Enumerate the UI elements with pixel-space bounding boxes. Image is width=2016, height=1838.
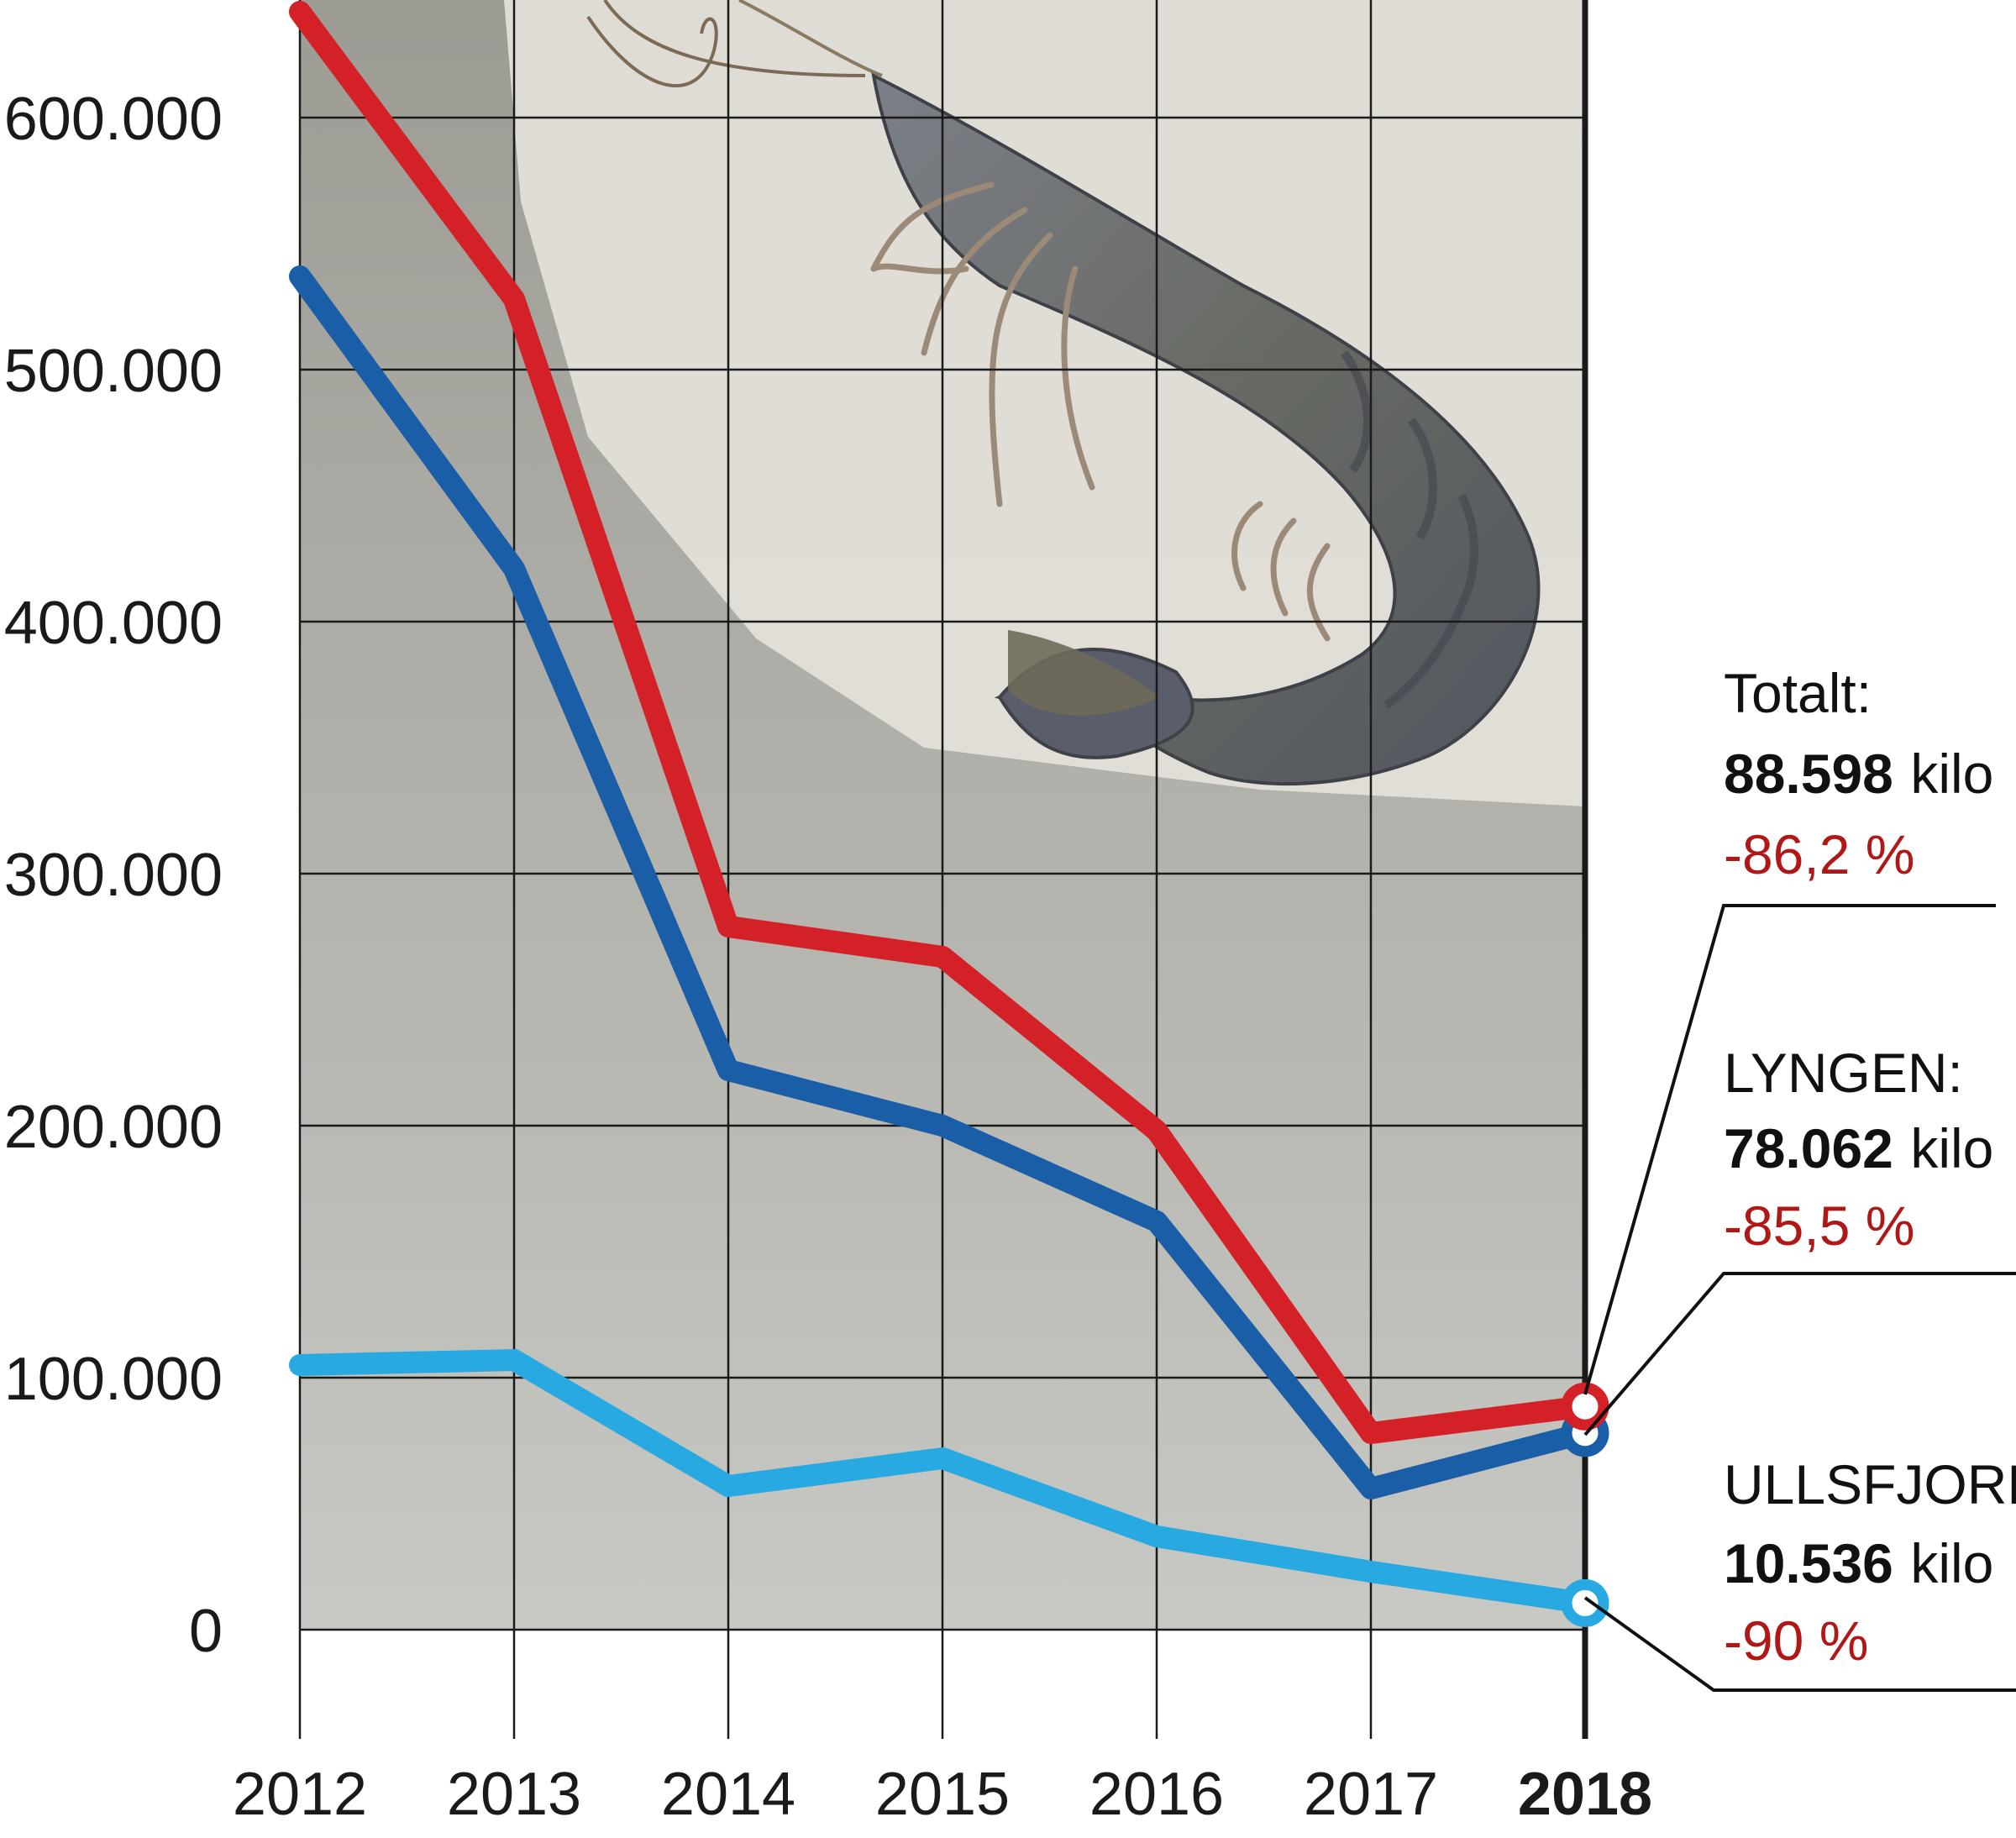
x-tick-label: 2015 — [875, 1761, 1010, 1828]
y-tick-label: 100.000 — [4, 1346, 223, 1413]
annotation-value: 78.062 — [1724, 1117, 1893, 1179]
series-lines — [289, 1, 1596, 1615]
series-line-lyngen — [289, 265, 1596, 1499]
leader-ullsfjord — [1583, 1596, 2016, 1692]
end-marker-ullsfjord — [1561, 1578, 1609, 1627]
y-tick-label: 0 — [189, 1598, 223, 1665]
annotation-pct: -90 % — [1724, 1610, 1868, 1672]
x-tick-label: 2018 — [1518, 1761, 1652, 1828]
y-tick-label: 300.000 — [4, 842, 223, 909]
annotation-totalt: Totalt: 88.598 kilo -86,2 % — [1724, 662, 1993, 885]
annotation-label: LYNGEN: — [1724, 1042, 1963, 1104]
y-axis-tick-labels: 0 100.000 200.000 300.000 400.000 500.000 600.… — [4, 86, 223, 1665]
annotation-pct: -85,5 % — [1724, 1195, 1914, 1257]
annotation-value-line: 78.062 kilo — [1724, 1117, 1993, 1179]
leader-lyngen — [1583, 1272, 2016, 1436]
y-tick-label: 600.000 — [4, 86, 223, 153]
annotation-value-line: 10.536 kilo — [1724, 1532, 1993, 1594]
annotation-unit: kilo — [1910, 743, 1993, 805]
annotation-label: Totalt: — [1724, 662, 1872, 724]
y-tick-label: 500.000 — [4, 338, 223, 405]
annotation-value: 10.536 — [1724, 1532, 1893, 1594]
series-line-totalt — [289, 1, 1596, 1444]
annotation-unit: kilo — [1910, 1117, 1993, 1179]
x-tick-label: 2012 — [233, 1761, 367, 1828]
annotation-label: ULLSFJORD: — [1724, 1453, 2016, 1515]
annotation-ullsfjord: ULLSFJORD: 10.536 kilo -90 % — [1724, 1453, 2016, 1672]
end-marker-totalt — [1561, 1382, 1609, 1431]
leader-totalt — [1583, 904, 1996, 1395]
x-tick-label: 2017 — [1304, 1761, 1438, 1828]
series-line-ullsfjord — [289, 1349, 1596, 1615]
x-tick-label: 2014 — [661, 1761, 795, 1828]
annotation-value-line: 88.598 kilo — [1724, 743, 1993, 805]
y-tick-label: 400.000 — [4, 590, 223, 657]
annotation-leaders — [1583, 904, 2016, 1692]
annotation-lyngen: LYNGEN: 78.062 kilo -85,5 % — [1724, 1042, 1993, 1257]
x-tick-label: 2013 — [447, 1761, 581, 1828]
x-tick-label: 2016 — [1089, 1761, 1224, 1828]
x-axis-tick-labels: 2012 2013 2014 2015 2016 2017 2018 — [233, 1761, 1652, 1828]
shrimp-illustration — [586, 0, 1541, 786]
annotation-unit: kilo — [1910, 1532, 1993, 1594]
y-tick-label: 200.000 — [4, 1094, 223, 1161]
annotation-pct: -86,2 % — [1724, 823, 1914, 885]
annotation-value: 88.598 — [1724, 743, 1893, 805]
